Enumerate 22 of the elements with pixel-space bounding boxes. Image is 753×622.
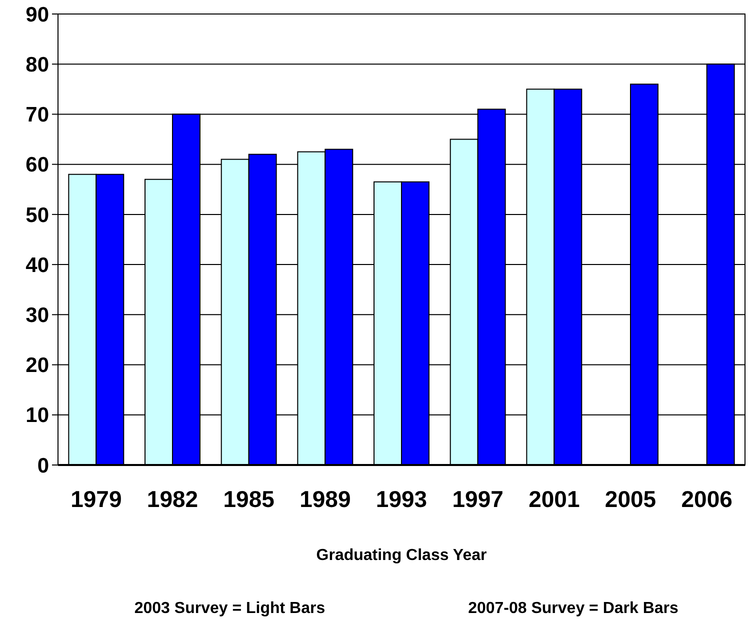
x-tick-label: 1979 [70,486,122,512]
y-tick-label: 40 [26,254,49,277]
y-tick-label: 90 [26,3,49,26]
x-tick-label: 1982 [146,486,198,512]
x-tick-label: 1985 [223,486,275,512]
x-tick-label: 2001 [528,486,580,512]
y-tick-label: 10 [26,404,49,428]
x-tick-label: 2006 [681,486,732,512]
text: 2007-08 Survey = Dark Bars [468,600,679,617]
text: 2003 Survey = Light Bars [134,600,326,617]
y-tick-label: 30 [26,304,49,328]
y-tick-label: 60 [26,154,49,177]
x-tick-label: 1997 [452,486,504,512]
y-tick-label: 80 [26,53,49,76]
x-axis-title: Graduating Class Year [316,547,487,564]
x-tick-label: 1993 [376,486,428,512]
x-tick-label: 1989 [300,486,351,512]
y-tick-label: 50 [26,204,49,227]
y-tick-label: 70 [26,104,49,127]
y-tick-label: 0 [37,454,49,478]
x-tick-label: 2005 [604,486,656,512]
y-tick-label: 20 [26,354,49,378]
